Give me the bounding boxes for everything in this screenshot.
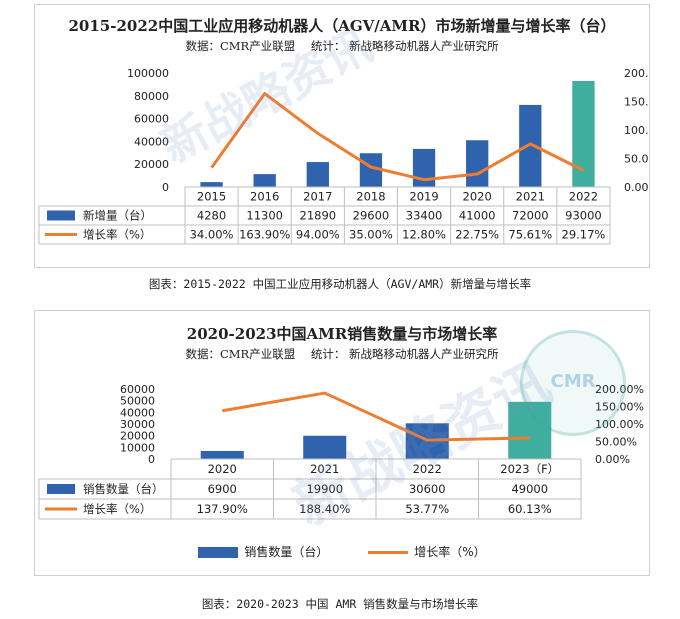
chart1-table-series-name: 新增量（台） xyxy=(83,209,152,223)
chart1-y-tick: 80000 xyxy=(134,90,169,103)
chart2-data-label: 19900 xyxy=(306,482,343,496)
chart2-table-series-name: 销售数量（台） xyxy=(83,482,164,496)
chart2-data-label: 188.40% xyxy=(299,502,350,516)
chart2-data-label: 53.77% xyxy=(405,502,449,516)
chart2-y-tick: 60000 xyxy=(120,383,155,396)
chart1-category-label: 2016 xyxy=(250,190,279,204)
legend-label-sales: 销售数量（台） xyxy=(244,545,329,559)
chart1-data-label: 75.61% xyxy=(508,228,552,242)
chart2-data-label: 60.13% xyxy=(508,502,552,516)
chart1-category-label: 2018 xyxy=(356,190,385,204)
chart1-data-label: 22.75% xyxy=(455,228,499,242)
chart2-subtitle: 数据：CMR产业联盟 统计： 新战略移动机器人产业研究所 xyxy=(35,346,649,362)
legend-label-growth: 增长率（%） xyxy=(414,545,486,559)
chart2-category-label: 2022 xyxy=(413,462,442,476)
chart1-y2-tick: 150.00% xyxy=(624,96,649,109)
chart-panel-1: 2015-2022中国工业应用移动机器人（AGV/AMR）市场新增量与增长率（台… xyxy=(34,4,650,268)
chart2-stats: 统计： 新战略移动机器人产业研究所 xyxy=(310,347,499,361)
chart2-caption: 图表：2020-2023 中国 AMR 销售数量与市场增长率 xyxy=(201,597,479,611)
chart1-y-tick: 40000 xyxy=(134,135,169,148)
chart2-y2-tick: 150.00% xyxy=(595,401,644,414)
chart1-data-label: 93000 xyxy=(565,209,602,223)
chart2-growth-line xyxy=(221,391,530,442)
chart2-y2-tick: 200.00% xyxy=(595,383,644,396)
chart2-data-label: 137.90% xyxy=(197,502,248,516)
chart2-category-label: 2023（F） xyxy=(500,462,559,476)
chart1-bar xyxy=(306,162,329,187)
chart2-y-tick: 20000 xyxy=(120,430,155,443)
chart1-y-tick: 0 xyxy=(162,181,169,194)
chart1-table-bar-swatch xyxy=(47,210,75,221)
chart2-legend: 销售数量（台） 增长率（%） xyxy=(35,543,649,560)
chart1-data-label: 33400 xyxy=(406,209,443,223)
chart2-y-tick: 0 xyxy=(148,453,155,466)
chart1-y-tick: 100000 xyxy=(127,67,169,80)
chart1-bar xyxy=(359,153,383,187)
chart2-table-series-name: 增长率（%） xyxy=(83,502,151,516)
chart1-data-label: 12.80% xyxy=(402,228,446,242)
chart1-table-series-name: 增长率（%） xyxy=(83,228,151,242)
chart1-bar xyxy=(253,174,276,187)
chart2-y2-tick: 50.00% xyxy=(595,436,637,449)
chart1-data-label: 34.00% xyxy=(190,228,234,242)
chart1-data-label: 29600 xyxy=(353,209,390,223)
chart1-subtitle: 数据：CMR产业联盟 统计： 新战略移动机器人产业研究所 xyxy=(35,38,649,54)
chart1-growth-line xyxy=(210,92,585,182)
chart1-bar xyxy=(200,182,223,187)
chart1-data-label: 94.00% xyxy=(296,228,340,242)
chart2-y-tick: 10000 xyxy=(120,441,155,454)
legend-item-growth: 增长率（%） xyxy=(368,543,486,560)
chart1-category-label: 2017 xyxy=(303,190,332,204)
chart2-bar xyxy=(508,401,552,459)
chart1-y-tick: 20000 xyxy=(134,158,169,171)
chart1-y2-tick: 100.00% xyxy=(624,124,649,137)
chart2-data-label: 6900 xyxy=(208,482,237,496)
chart-panel-2: 2020-2023中国AMR销售数量与市场增长率 数据：CMR产业联盟 统计： … xyxy=(34,310,650,576)
chart1-category-label: 2019 xyxy=(409,190,438,204)
chart2-y-tick: 40000 xyxy=(120,406,155,419)
chart1-source: 数据：CMR产业联盟 xyxy=(185,39,296,53)
chart2-bar xyxy=(200,450,244,459)
chart1-bar xyxy=(466,140,489,187)
chart2-y2-tick: 0.00% xyxy=(595,453,630,466)
chart1-data-label: 11300 xyxy=(246,209,283,223)
chart2-table-bar-swatch xyxy=(47,484,75,494)
chart1-data-label: 4280 xyxy=(197,209,226,223)
chart2-y-tick: 30000 xyxy=(120,418,155,431)
chart1-category-label: 2020 xyxy=(463,190,492,204)
chart1-y-tick: 60000 xyxy=(134,113,169,126)
chart2-y-tick: 50000 xyxy=(120,395,155,408)
chart2-data-label: 30600 xyxy=(409,482,446,496)
chart1-bar xyxy=(572,80,595,187)
chart1-stats: 统计： 新战略移动机器人产业研究所 xyxy=(310,39,499,53)
chart1-data-label: 163.90% xyxy=(239,228,290,242)
chart1-title: 2015-2022中国工业应用移动机器人（AGV/AMR）市场新增量与增长率（台… xyxy=(68,17,616,35)
chart2-category-label: 2020 xyxy=(208,462,237,476)
chart1-category-label: 2021 xyxy=(516,190,545,204)
chart2-y2-tick: 100.00% xyxy=(595,418,644,431)
legend-bar-swatch xyxy=(198,547,239,558)
legend-item-sales: 销售数量（台） xyxy=(198,543,328,560)
chart1-data-label: 41000 xyxy=(459,209,496,223)
chart1-data-label: 21890 xyxy=(300,209,337,223)
chart1-bar xyxy=(519,104,542,187)
chart1-category-label: 2022 xyxy=(569,190,598,204)
chart1-category-label: 2015 xyxy=(197,190,226,204)
chart1-y2-tick: 200.00% xyxy=(624,67,649,80)
chart1-data-label: 29.17% xyxy=(562,228,606,242)
chart2-source: 数据：CMR产业联盟 xyxy=(185,347,296,361)
chart1-caption: 图表：2015-2022 中国工业应用移动机器人（AGV/AMR）新增量与增长率 xyxy=(148,277,532,291)
chart1-data-label: 35.00% xyxy=(349,228,393,242)
chart1-svg: 0 20000 40000 60000 80000 100000 0.00% 50.00% 10… xyxy=(38,67,649,245)
chart1-data-label: 72000 xyxy=(512,209,549,223)
chart1-y2-tick: 0.00% xyxy=(624,181,649,194)
chart2-data-label: 49000 xyxy=(511,482,548,496)
chart1-bar xyxy=(412,148,436,187)
legend-line-swatch xyxy=(368,551,409,554)
chart2-title: 2020-2023中国AMR销售数量与市场增长率 xyxy=(186,325,498,343)
chart2-category-label: 2021 xyxy=(310,462,339,476)
chart1-y2-tick: 50.00% xyxy=(624,153,649,166)
chart2-bar xyxy=(303,435,347,459)
